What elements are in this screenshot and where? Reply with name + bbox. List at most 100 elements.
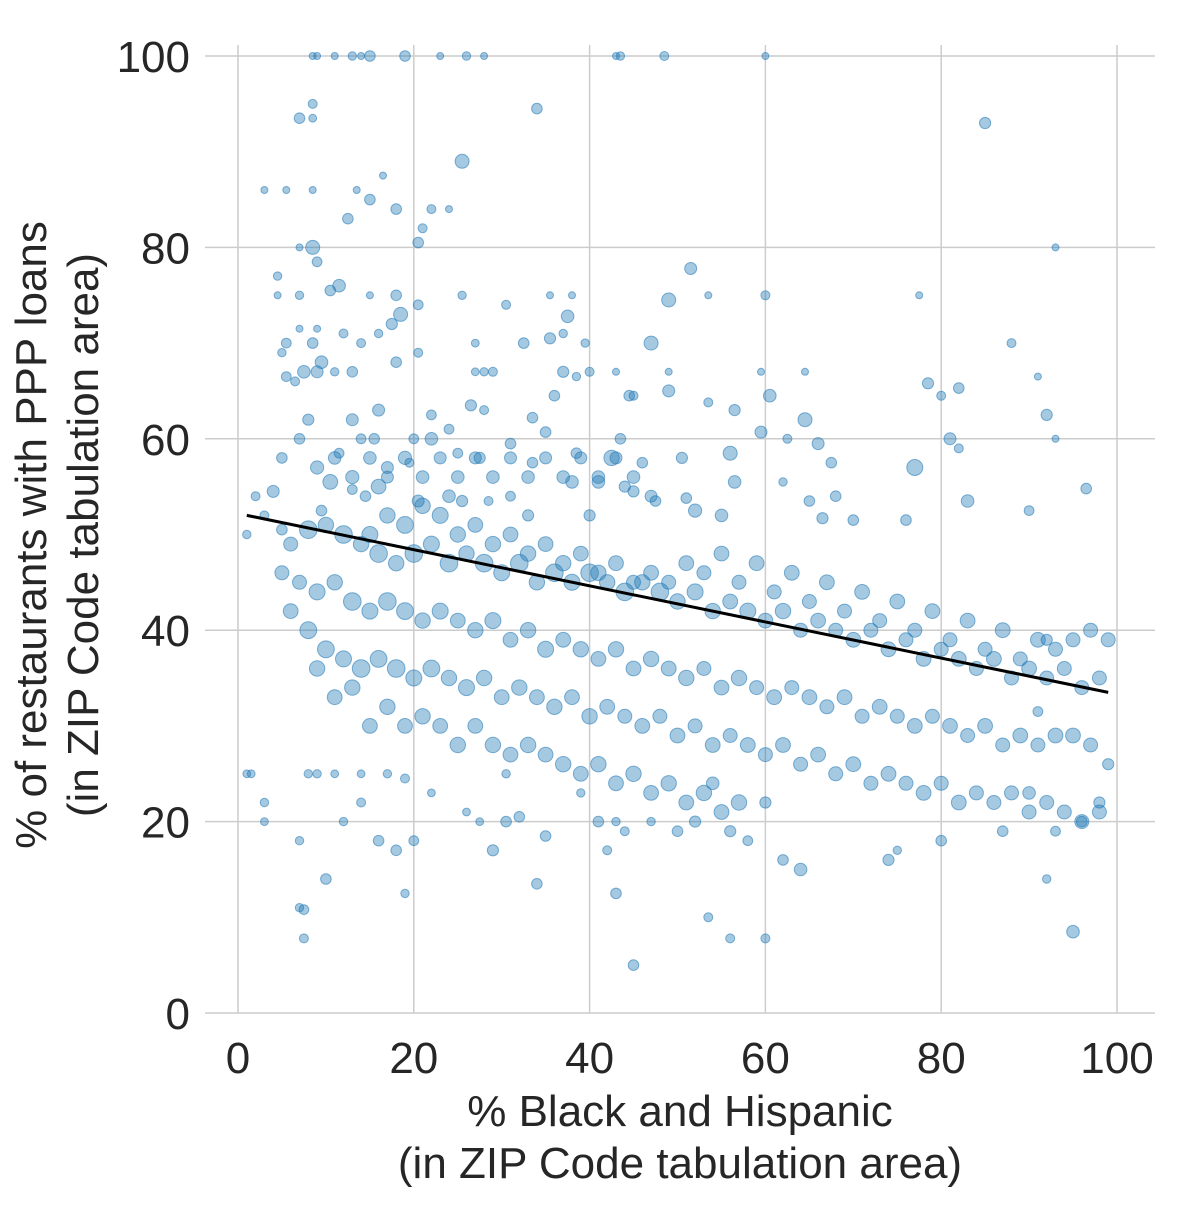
scatter-point [602, 845, 613, 856]
scatter-point [299, 621, 318, 640]
scatter-point [1022, 786, 1036, 800]
scatter-point [382, 769, 393, 779]
scatter-point [311, 256, 323, 268]
scatter-point [580, 563, 599, 583]
scatter-point [342, 212, 354, 225]
scatter-point [282, 186, 291, 194]
scatter-point [968, 785, 984, 801]
scatter-point [636, 456, 649, 469]
scatter-point [368, 433, 381, 445]
scatter-point [298, 904, 310, 915]
scatter-point [560, 309, 575, 324]
scatter-point [1080, 482, 1092, 495]
scatter-point [486, 844, 499, 857]
scatter-point [642, 650, 660, 668]
scatter-point [260, 817, 269, 826]
scatter-point [757, 747, 773, 763]
scatter-point [426, 204, 437, 215]
scatter-point [608, 555, 624, 572]
scatter-point [760, 290, 771, 301]
scatter-point [889, 593, 906, 610]
scatter-point [390, 289, 403, 302]
scatter-point [457, 290, 467, 300]
scatter-point [362, 718, 378, 734]
scatter-point [960, 728, 976, 743]
scatter-point [369, 650, 388, 668]
scatter-point [359, 490, 372, 503]
scatter-point [519, 545, 537, 562]
scatter-point [408, 433, 420, 445]
scatter-point [293, 433, 306, 445]
scatter-point [440, 669, 458, 687]
scatter-point [678, 794, 695, 811]
scatter-point [308, 52, 317, 60]
scatter-point [829, 490, 842, 503]
scatter-point [591, 475, 606, 489]
scatter-point [364, 193, 376, 206]
scatter-point [417, 223, 428, 234]
scatter-point [397, 450, 413, 465]
scatter-point [283, 536, 299, 552]
scatter-point [675, 451, 689, 464]
scatter-point [724, 825, 737, 838]
scatter-point [615, 51, 626, 61]
scatter-point [282, 603, 299, 619]
scatter-point [467, 622, 484, 639]
scatter-point [583, 509, 596, 522]
scatter-point [294, 290, 305, 300]
scatter-point [400, 773, 410, 784]
scatter-point [386, 659, 406, 678]
scatter-point [308, 660, 326, 677]
scatter-point [882, 853, 895, 867]
scatter-point [484, 612, 502, 630]
scatter-point [1083, 737, 1099, 753]
scatter-point [906, 459, 924, 476]
y-tick-labels: 0 20 40 60 80 100 [117, 33, 190, 1039]
scatter-point [272, 271, 283, 281]
scatter-point [380, 470, 394, 484]
scatter-point [959, 612, 976, 629]
scatter-point [297, 365, 311, 379]
scatter-point [502, 631, 519, 648]
scatter-point [696, 565, 712, 581]
scatter-point [705, 776, 720, 791]
scatter-point [558, 328, 568, 339]
x-tick-labels: 0 20 40 60 80 100 [226, 1034, 1154, 1083]
scatter-point [614, 433, 627, 445]
scatter-point [426, 409, 437, 421]
scatter-point [555, 631, 572, 648]
scatter-point [276, 452, 288, 464]
scatter-point [294, 836, 305, 846]
scatter-point [634, 718, 651, 734]
scatter-point [462, 807, 471, 817]
scatter-point [345, 470, 360, 485]
scatter-point [539, 451, 553, 465]
scatter-point [1056, 804, 1072, 820]
scatter-point [346, 484, 358, 495]
scatter-point [754, 425, 768, 439]
scatter-point [1042, 874, 1052, 884]
scatter-point [757, 367, 765, 376]
scatter-point [921, 377, 935, 390]
scatter-point [977, 641, 993, 657]
scatter-point [1051, 434, 1060, 443]
scatter-point [500, 815, 512, 828]
scatter-point [539, 426, 552, 438]
scatter-point [436, 52, 445, 60]
scatter-point [521, 470, 535, 484]
scatter-point [572, 641, 589, 658]
scatter-point [619, 826, 630, 837]
scatter-point [364, 50, 376, 62]
scatter-point [484, 736, 502, 754]
scatter-point [484, 535, 502, 553]
scatter-point [810, 746, 826, 763]
scatter-point [627, 959, 640, 971]
x-tick-label: 40 [565, 1034, 614, 1083]
scatter-point [475, 669, 493, 687]
scatter-point [424, 432, 439, 446]
scatter-point [1033, 372, 1042, 381]
scatter-point [688, 503, 703, 518]
scatter-point [837, 603, 852, 619]
scatter-point [556, 470, 571, 484]
scatter-point [330, 367, 340, 377]
